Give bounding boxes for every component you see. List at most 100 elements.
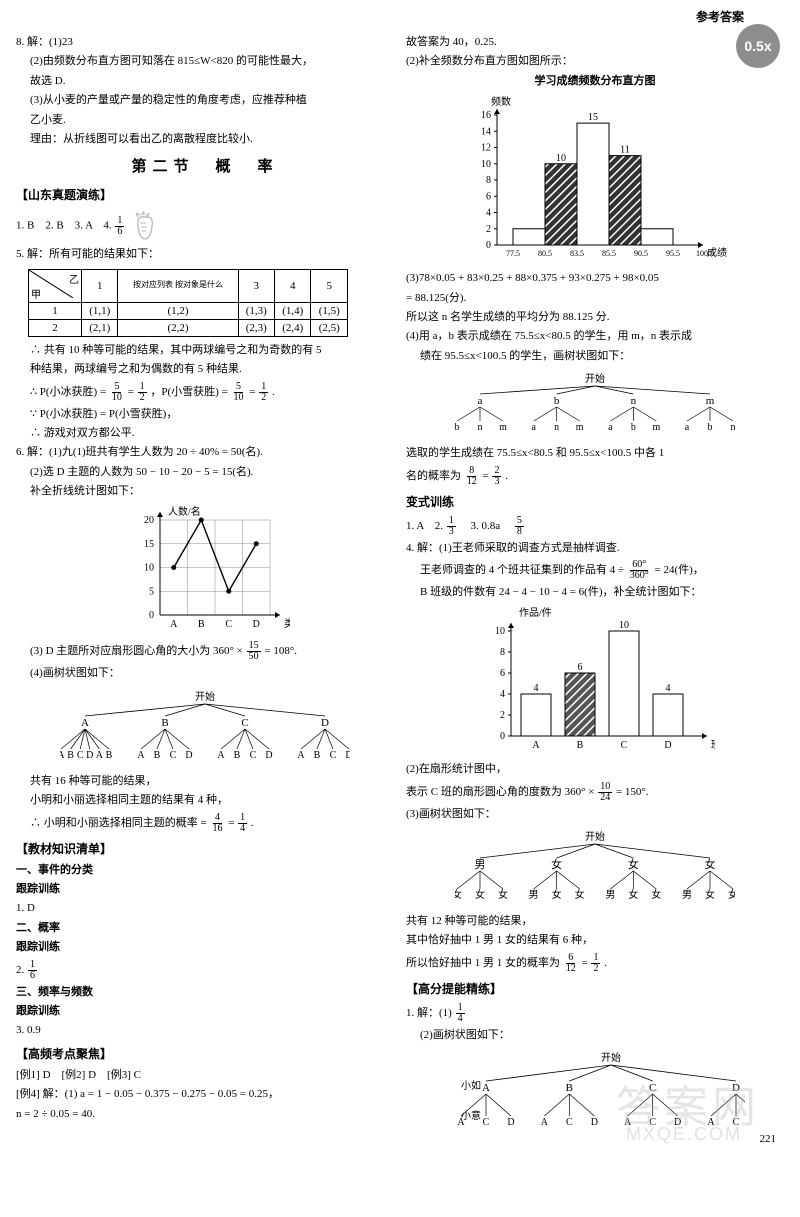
svg-text:类别: 类别 (284, 617, 290, 630)
text: 选取的学生成绩在 75.5≤x<80.5 和 95.5≤x<100.5 中各 1 (406, 446, 784, 461)
text: n = 2 ÷ 0.05 = 40. (16, 1107, 394, 1122)
subheading: 【教材知识清单】 (16, 840, 394, 857)
text: 理由：从折线图可以看出乙的离散程度比较小. (30, 132, 394, 147)
text: 补全折线统计图如下： (30, 484, 394, 499)
svg-text:B: B (234, 750, 241, 761)
text: 所以恰好抽中 1 男 1 女的概率为 612 = 12 . (406, 953, 784, 974)
text: 1. B 2. B 3. A 4. (16, 220, 114, 232)
svg-text:a: a (531, 422, 536, 433)
svg-text:10: 10 (495, 626, 505, 637)
svg-text:0: 0 (149, 610, 154, 621)
svg-text:开始: 开始 (195, 690, 215, 703)
text: 乙小麦. (30, 113, 394, 128)
svg-text:m: m (706, 395, 715, 407)
svg-text:6: 6 (578, 662, 583, 673)
text: 所以这 n 名学生成绩的平均分为 88.125 分. (406, 310, 784, 325)
table-diag-header: 甲 乙 (29, 269, 82, 302)
svg-text:m: m (499, 422, 507, 433)
text: (3)从小麦的产量或产量的稳定性的角度考虑，应推荐种植 (30, 93, 394, 108)
svg-text:83.5: 83.5 (570, 249, 584, 258)
text: ∴ 游戏对双方都公平. (30, 426, 394, 441)
svg-text:A: A (707, 1117, 715, 1128)
svg-text:B: B (106, 750, 113, 761)
table-col-head: 按对应列表 按对象是什么 (118, 269, 238, 302)
svg-text:A: A (60, 750, 65, 761)
svg-text:A: A (81, 717, 89, 729)
svg-text:B: B (577, 740, 584, 751)
svg-text:女: 女 (705, 888, 715, 901)
svg-text:A: A (137, 750, 145, 761)
text: (4)画树状图如下： (30, 666, 394, 681)
right-column: 故答案为 40，0.25. (2)补全频数分布直方图如图所示： 学习成绩频数分布… (406, 33, 784, 1143)
svg-text:A: A (541, 1117, 549, 1128)
zoom-badge: 0.5x (736, 24, 780, 68)
subheading: 【高频考点聚焦】 (16, 1045, 394, 1062)
svg-text:D: D (732, 1082, 740, 1094)
svg-text:C: C (225, 619, 232, 630)
text: ∴ 小明和小丽选择相同主题的概率 = 416 = 14 . (30, 813, 394, 834)
svg-text:A: A (170, 619, 178, 630)
svg-text:m: m (576, 422, 584, 433)
chart-title: 学习成绩频数分布直方图 (406, 74, 784, 89)
svg-text:女: 女 (628, 857, 639, 871)
table-col-head: 1 (82, 269, 118, 302)
svg-text:C: C (77, 750, 84, 761)
text: 故选 D. (30, 74, 394, 89)
text: ∴ 共有 10 种等可能的结果，其中两球编号之和为奇数的有 5 (30, 343, 394, 358)
svg-text:A: A (96, 750, 104, 761)
svg-text:14: 14 (481, 126, 491, 137)
svg-text:女: 女 (498, 888, 508, 901)
svg-text:小如: 小如 (461, 1079, 481, 1092)
table-row: 1 (1,1)(1,2)(1,3)(1,4)(1,5) (29, 302, 348, 319)
svg-text:作品/件: 作品/件 (519, 607, 552, 619)
tree-diagram-4: 开始小如小意AACDBACDCACDDACD (406, 1049, 784, 1139)
text: B 班级的件数有 24 − 4 − 10 − 4 = 6(件)，补全统计图如下： (420, 585, 784, 600)
svg-text:B: B (314, 750, 321, 761)
text: 绩在 95.5≤x<100.5 的学生，画树状图如下： (420, 349, 784, 364)
svg-text:D: D (265, 750, 272, 761)
text: (3)画树状图如下： (406, 807, 784, 822)
svg-text:D: D (674, 1117, 681, 1128)
svg-text:C: C (649, 1117, 656, 1128)
svg-text:D: D (664, 740, 671, 751)
text: 共有 16 种等可能的结果， (30, 774, 394, 789)
svg-text:女: 女 (551, 857, 562, 871)
svg-text:D: D (591, 1117, 598, 1128)
text: 8. 解：(1)23 (16, 35, 394, 50)
svg-text:m: m (652, 422, 660, 433)
text: [例1] D [例2] D [例3] C (16, 1068, 394, 1083)
svg-text:95.5: 95.5 (666, 249, 680, 258)
tree-diagram-2: 开始abnmbanmnabmmabn (406, 370, 784, 440)
svg-text:A: A (217, 750, 225, 761)
svg-text:女: 女 (575, 888, 585, 901)
svg-text:男: 男 (529, 889, 539, 901)
text: (2)由频数分布直方图可知落在 815≤W<820 的可能性最大， (30, 54, 394, 69)
svg-text:D: D (253, 619, 260, 630)
svg-text:C: C (566, 1117, 573, 1128)
svg-text:女: 女 (552, 888, 562, 901)
svg-text:10: 10 (481, 159, 491, 170)
svg-text:20: 20 (144, 515, 154, 526)
svg-text:6: 6 (486, 191, 491, 202)
svg-text:A: A (624, 1117, 632, 1128)
svg-text:10: 10 (556, 153, 566, 164)
svg-text:人数/名: 人数/名 (168, 505, 201, 518)
svg-text:8: 8 (486, 175, 491, 186)
text: 三、频率与频数 (16, 985, 394, 1000)
text: 4. 解：(1)王老师采取的调查方式是抽样调查. (406, 541, 784, 556)
svg-text:C: C (241, 717, 248, 729)
svg-text:成绩: 成绩 (707, 246, 727, 259)
text: 1. 解：(1) 14 (406, 1003, 784, 1024)
text: (2)画树状图如下： (420, 1028, 784, 1043)
svg-text:b: b (554, 395, 560, 407)
text: 名的概率为 812 = 23 . (406, 466, 784, 487)
svg-text:B: B (198, 619, 205, 630)
svg-text:A: A (457, 1117, 465, 1128)
text: (2)在扇形统计图中， (406, 762, 784, 777)
svg-text:C: C (250, 750, 257, 761)
svg-text:D: D (321, 717, 329, 729)
text: ∴ P(小冰获胜) = 510 = 12 ，P(小雪获胜) = 510 = 12… (30, 382, 394, 403)
table-row: 2 (2,1)(2,2)(2,3)(2,4)(2,5) (29, 319, 348, 336)
svg-text:12: 12 (481, 143, 491, 154)
svg-text:10: 10 (619, 620, 629, 631)
